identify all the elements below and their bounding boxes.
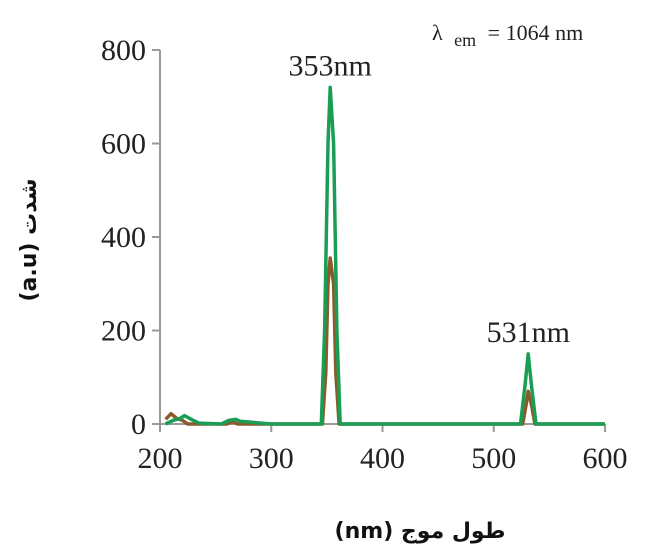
peak-label: 531nm xyxy=(487,316,570,349)
y-tick-label: 0 xyxy=(131,408,146,441)
x-tick-label: 400 xyxy=(360,442,405,475)
x-tick-label: 600 xyxy=(583,442,628,475)
peak-label: 353nm xyxy=(289,49,372,82)
emission-value: = 1064 nm xyxy=(488,20,584,45)
lambda-symbol: λ xyxy=(432,20,443,45)
labels: 353nm 531nm xyxy=(289,49,570,348)
em-subscript: em xyxy=(454,30,476,50)
series-layer xyxy=(164,85,605,426)
x-tick-label: 500 xyxy=(471,442,516,475)
y-tick-label: 400 xyxy=(101,221,146,254)
x-tick-label: 200 xyxy=(138,442,183,475)
y-tick-label: 800 xyxy=(101,34,146,67)
y-tick-label: 600 xyxy=(101,128,146,161)
emission-annotation: λ em = 1064 nm xyxy=(432,20,583,51)
x-tick-label: 300 xyxy=(249,442,294,475)
axes xyxy=(159,50,605,425)
y-tick-label: 200 xyxy=(101,315,146,348)
series-line xyxy=(164,85,605,426)
x-axis-title: طول موج (nm) xyxy=(335,519,506,544)
series-line xyxy=(164,256,605,426)
y-axis-title: شدت (a.u) xyxy=(17,178,42,301)
